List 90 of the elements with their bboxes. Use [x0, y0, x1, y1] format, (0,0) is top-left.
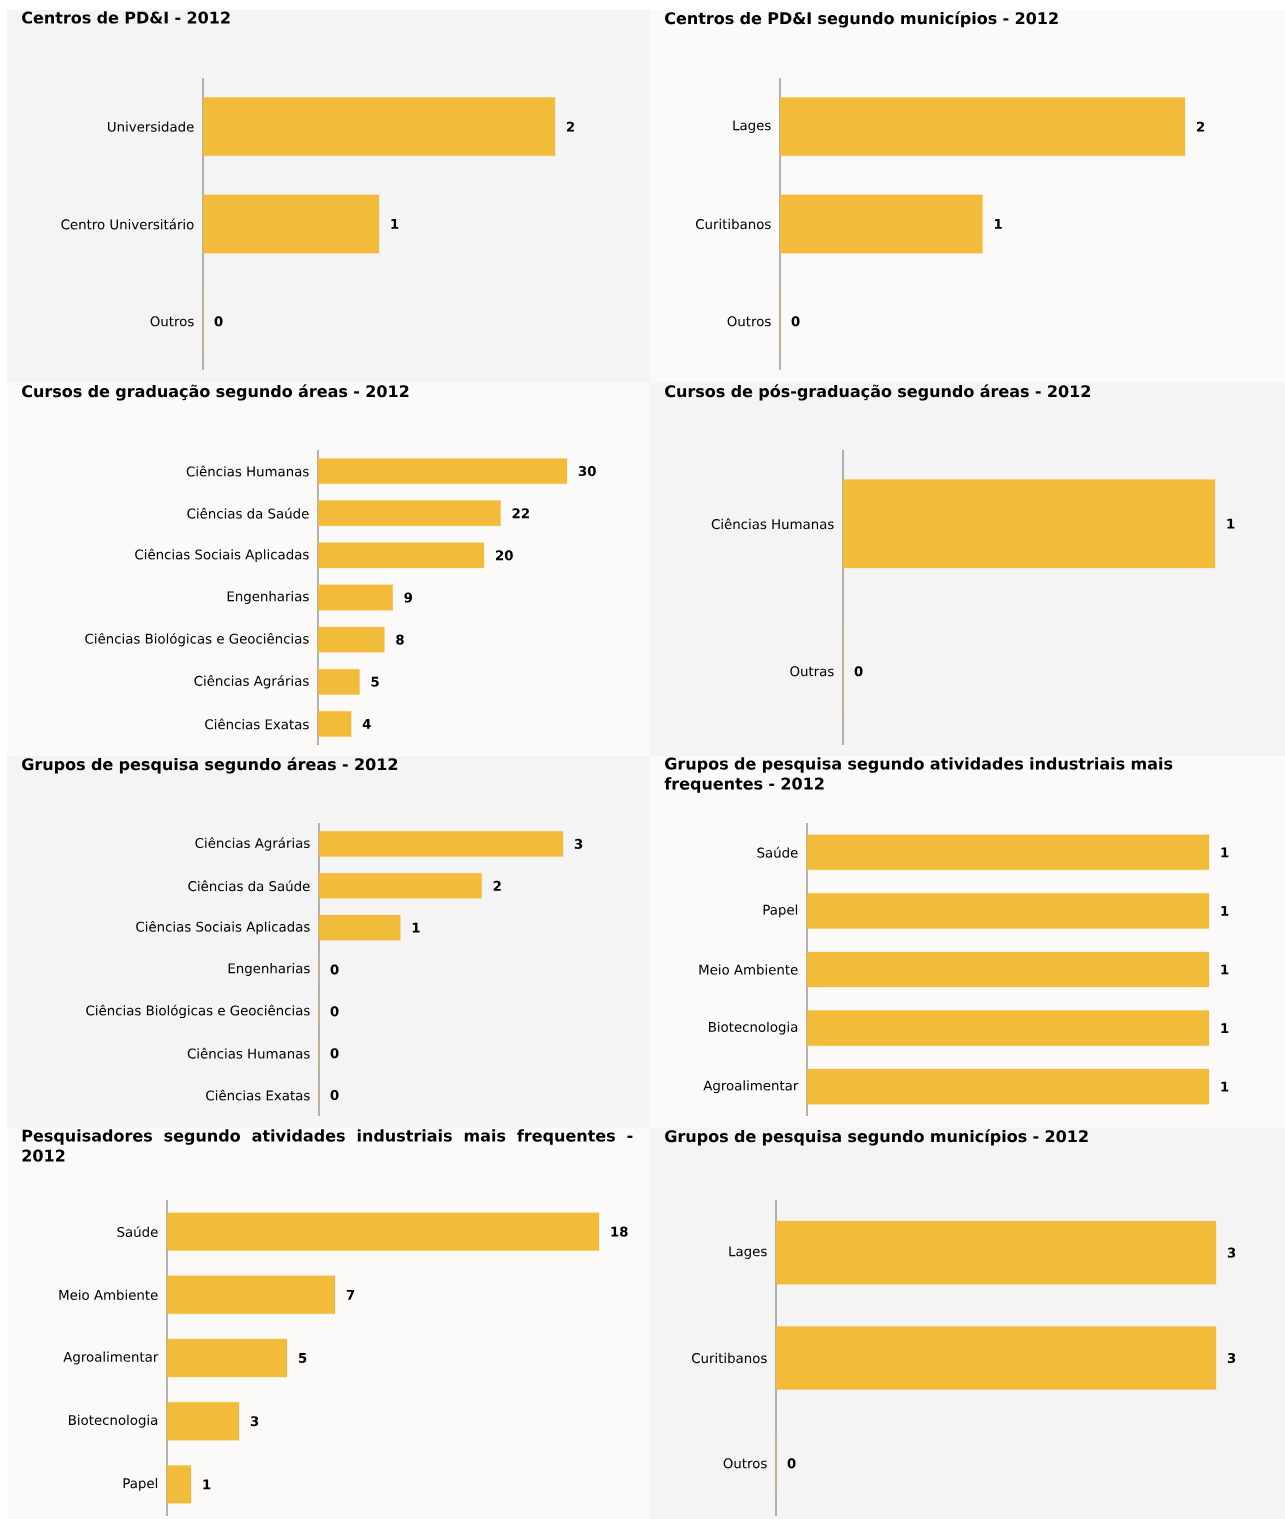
y-tick-label: Papel [123, 1477, 158, 1491]
y-tick-label: Outros [727, 316, 771, 327]
data-label: 22 [512, 508, 529, 519]
y-tick-label: Ciências Sociais Aplicadas [135, 548, 309, 563]
bar [317, 626, 385, 653]
data-label: 9 [404, 592, 413, 603]
y-tick-label: Agroalimentar [63, 1351, 159, 1365]
chart-title: Pesquisadores segundo atividades industriais mais frequentes - 2012 [22, 1129, 633, 1162]
data-label: 4 [362, 719, 371, 729]
chart-title: Grupos de pesquisa segundo municípios - 2012 [665, 1129, 1088, 1146]
data-label: 0 [330, 1048, 339, 1059]
bar [317, 711, 352, 737]
y-tick-label: Ciências Agrárias [194, 675, 309, 689]
data-label: 1 [1221, 847, 1229, 858]
bar [166, 1212, 600, 1251]
data-label: 20 [495, 550, 513, 561]
bar [317, 542, 485, 569]
y-tick-label: Lages [729, 1246, 767, 1259]
y-tick-label: Saúde [117, 1226, 158, 1238]
y-tick-label: Saúde [757, 846, 798, 858]
y-tick-label: Ciências Sociais Aplicadas [136, 920, 310, 935]
data-label: 2 [493, 880, 501, 891]
data-label: 1 [1221, 906, 1229, 916]
y-tick-label: Outros [150, 316, 194, 327]
data-label: 18 [611, 1226, 628, 1237]
bar [317, 668, 360, 695]
bar [166, 1338, 288, 1378]
data-label: 1 [412, 922, 420, 933]
data-label: 0 [330, 1006, 339, 1017]
y-tick-label: Ciências da Saúde [188, 880, 310, 892]
y-tick-label: Ciências da Saúde [187, 507, 309, 519]
data-label: 30 [578, 466, 596, 477]
data-label: 3 [1227, 1352, 1236, 1364]
y-tick-label: Ciências Humanas [187, 1047, 310, 1059]
y-tick-label: Ciências Agrárias [195, 837, 310, 851]
y-tick-label: Engenharias [228, 963, 310, 976]
data-label: 2 [566, 121, 575, 132]
data-label: 1 [203, 1479, 211, 1490]
y-tick-label: Ciências Humanas [711, 518, 834, 530]
data-label: 1 [391, 219, 399, 229]
y-tick-label: Ciências Biológicas e Geociências [86, 1004, 310, 1019]
data-label: 5 [371, 676, 379, 687]
chart-title: Grupos de pesquisa segundo áreas - 2012 [22, 757, 398, 774]
data-label: 3 [250, 1416, 259, 1427]
data-label: 0 [854, 666, 863, 677]
data-label: 7 [346, 1289, 355, 1300]
y-tick-label: Meio Ambiente [59, 1289, 158, 1300]
chart-title: Cursos de pós-graduação segundo áreas - 2012 [665, 384, 1091, 401]
data-label: 1 [1221, 1023, 1229, 1033]
y-tick-label: Curitibanos [691, 1352, 767, 1364]
y-tick-label: Curitibanos [695, 218, 771, 230]
y-tick-label: Ciências Biológicas e Geociências [85, 632, 309, 647]
chart-title: Centros de PD&I segundo municípios - 2012 [665, 11, 1058, 28]
y-tick-label: Outros [723, 1458, 767, 1469]
data-label: 3 [1227, 1247, 1236, 1258]
data-label: 8 [396, 634, 404, 645]
bar [317, 584, 393, 611]
chart-title: Cursos de graduação segundo áreas - 2012 [22, 384, 409, 401]
y-tick-label: Agroalimentar [703, 1080, 799, 1094]
data-label: 0 [791, 316, 800, 327]
data-label: 1 [1227, 518, 1235, 529]
data-label: 2 [1196, 121, 1205, 132]
data-label: 0 [787, 1458, 796, 1469]
bar [317, 458, 568, 484]
data-label: 0 [330, 964, 339, 975]
bar [166, 1402, 240, 1441]
data-label: 0 [214, 316, 223, 327]
data-label: 5 [298, 1353, 307, 1363]
y-tick-label: Outras [790, 666, 834, 677]
y-tick-label: Universidade [108, 121, 194, 132]
data-label: 3 [574, 838, 583, 849]
y-tick-label: Ciências Exatas [205, 718, 309, 730]
data-label: 1 [1221, 1081, 1229, 1092]
y-tick-label: Ciências Exatas [206, 1089, 310, 1101]
y-tick-label: Centro Universitário [61, 218, 194, 230]
chart-title: Grupos de pesquisa segundo atividades industriais mais frequentes - 2012 [664, 757, 1173, 793]
y-tick-label: Biotecnologia [69, 1414, 158, 1428]
y-tick-label: Biotecnologia [709, 1021, 798, 1035]
data-label: 0 [330, 1090, 339, 1101]
y-tick-label: Engenharias [227, 591, 309, 604]
data-label: 1 [1221, 964, 1229, 975]
chart-title: Centros de PD&I - 2012 [22, 11, 230, 24]
y-tick-label: Papel [763, 904, 798, 918]
y-tick-label: Meio Ambiente [699, 964, 798, 975]
y-tick-label: Ciências Humanas [186, 465, 309, 477]
y-tick-label: Lages [733, 120, 771, 133]
bar [166, 1465, 192, 1504]
bar [317, 500, 501, 526]
bar [166, 1275, 336, 1314]
data-label: 1 [994, 219, 1002, 229]
